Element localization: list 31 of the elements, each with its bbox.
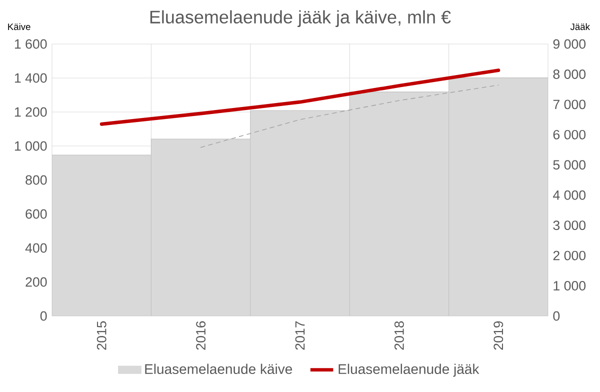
y2-tick-label: 3 000 (553, 220, 586, 230)
y-tick-label: 600 (26, 209, 47, 219)
y2-tick-label: 2 000 (553, 250, 586, 260)
y2-tick-label: 9 000 (553, 39, 586, 49)
x-tick-label: 2017 (295, 321, 305, 350)
y-tick-label: 200 (26, 277, 47, 287)
y2-axis-title: Jääk (570, 23, 590, 30)
y-tick-label: 1 200 (14, 107, 47, 117)
y-axis-title: Käive (8, 23, 30, 30)
x-tick-label: 2018 (394, 321, 404, 350)
y2-tick-label: 8 000 (553, 70, 586, 79)
legend-label: Eluasemelaenude jääk (338, 364, 480, 377)
y-tick-label: 1 000 (14, 141, 47, 151)
y2-tick-label: 1 000 (554, 281, 586, 290)
x-tick-label: 2016 (196, 321, 206, 350)
line-series (100, 68, 500, 126)
y2-tick-label: 5 000 (553, 160, 586, 170)
line-series (200, 84, 499, 148)
y2-tick-label: 4 000 (553, 190, 586, 200)
y2-tick-label: 0 (553, 311, 560, 321)
x-tick-label: 2015 (96, 321, 106, 350)
y-tick-label: 1 400 (14, 73, 47, 83)
y-tick-label: 0 (40, 311, 47, 321)
x-tick-label: 2019 (494, 321, 504, 350)
y2-tick-label: 7 000 (553, 100, 586, 110)
y-tick-label: 400 (25, 243, 47, 253)
y2-tick-label: 6 000 (553, 130, 586, 140)
chart-title: Eluasemelaenude jääk ja käive, mln € (150, 10, 451, 28)
legend-label: Eluasemelaenude käive (145, 364, 292, 374)
y-tick-label: 1 600 (14, 39, 47, 49)
y-tick-label: 800 (26, 175, 47, 185)
